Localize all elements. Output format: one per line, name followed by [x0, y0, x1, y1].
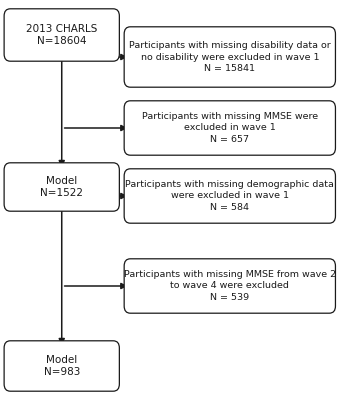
- FancyBboxPatch shape: [124, 27, 335, 87]
- FancyBboxPatch shape: [4, 163, 119, 211]
- FancyBboxPatch shape: [124, 169, 335, 223]
- Text: 2013 CHARLS
N=18604: 2013 CHARLS N=18604: [26, 24, 97, 46]
- Text: Model
N=1522: Model N=1522: [40, 176, 83, 198]
- Text: Participants with missing MMSE from wave 2
to wave 4 were excluded
N = 539: Participants with missing MMSE from wave…: [124, 270, 336, 302]
- FancyBboxPatch shape: [4, 9, 119, 61]
- Text: Participants with missing disability data or
no disability were excluded in wave: Participants with missing disability dat…: [129, 41, 331, 73]
- FancyBboxPatch shape: [124, 259, 335, 313]
- Text: Participants with missing MMSE were
excluded in wave 1
N = 657: Participants with missing MMSE were excl…: [142, 112, 318, 144]
- FancyBboxPatch shape: [4, 341, 119, 391]
- FancyBboxPatch shape: [124, 101, 335, 155]
- Text: Participants with missing demographic data
were excluded in wave 1
N = 584: Participants with missing demographic da…: [126, 180, 334, 212]
- Text: Model
N=983: Model N=983: [44, 354, 80, 378]
